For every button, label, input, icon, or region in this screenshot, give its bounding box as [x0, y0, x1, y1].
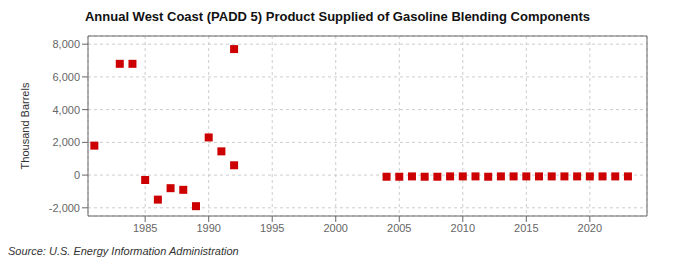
svg-text:2005: 2005: [387, 222, 411, 234]
svg-text:1995: 1995: [260, 222, 284, 234]
svg-text:2,000: 2,000: [52, 136, 80, 148]
svg-text:4,000: 4,000: [52, 104, 80, 116]
svg-text:0: 0: [74, 169, 80, 181]
html-text:Annual West Coast (PADD 5) Pro: Annual West Coast (PADD 5) Product Suppl…: [84, 9, 590, 24]
svg-text:2010: 2010: [451, 222, 475, 234]
html-text:Source: U.S. Energy Informatio: Source: U.S. Energy Information Administ…: [8, 245, 239, 257]
svg-text:1990: 1990: [196, 222, 220, 234]
svg-text:-2,000: -2,000: [49, 202, 80, 214]
svg-text:2015: 2015: [514, 222, 538, 234]
svg-text:6,000: 6,000: [52, 71, 80, 83]
svg-text:2000: 2000: [323, 222, 347, 234]
svg-text:2020: 2020: [578, 222, 602, 234]
svg-text:Thousand Barrels: Thousand Barrels: [19, 82, 31, 169]
svg-text:8,000: 8,000: [52, 38, 80, 50]
svg-text:1985: 1985: [133, 222, 157, 234]
